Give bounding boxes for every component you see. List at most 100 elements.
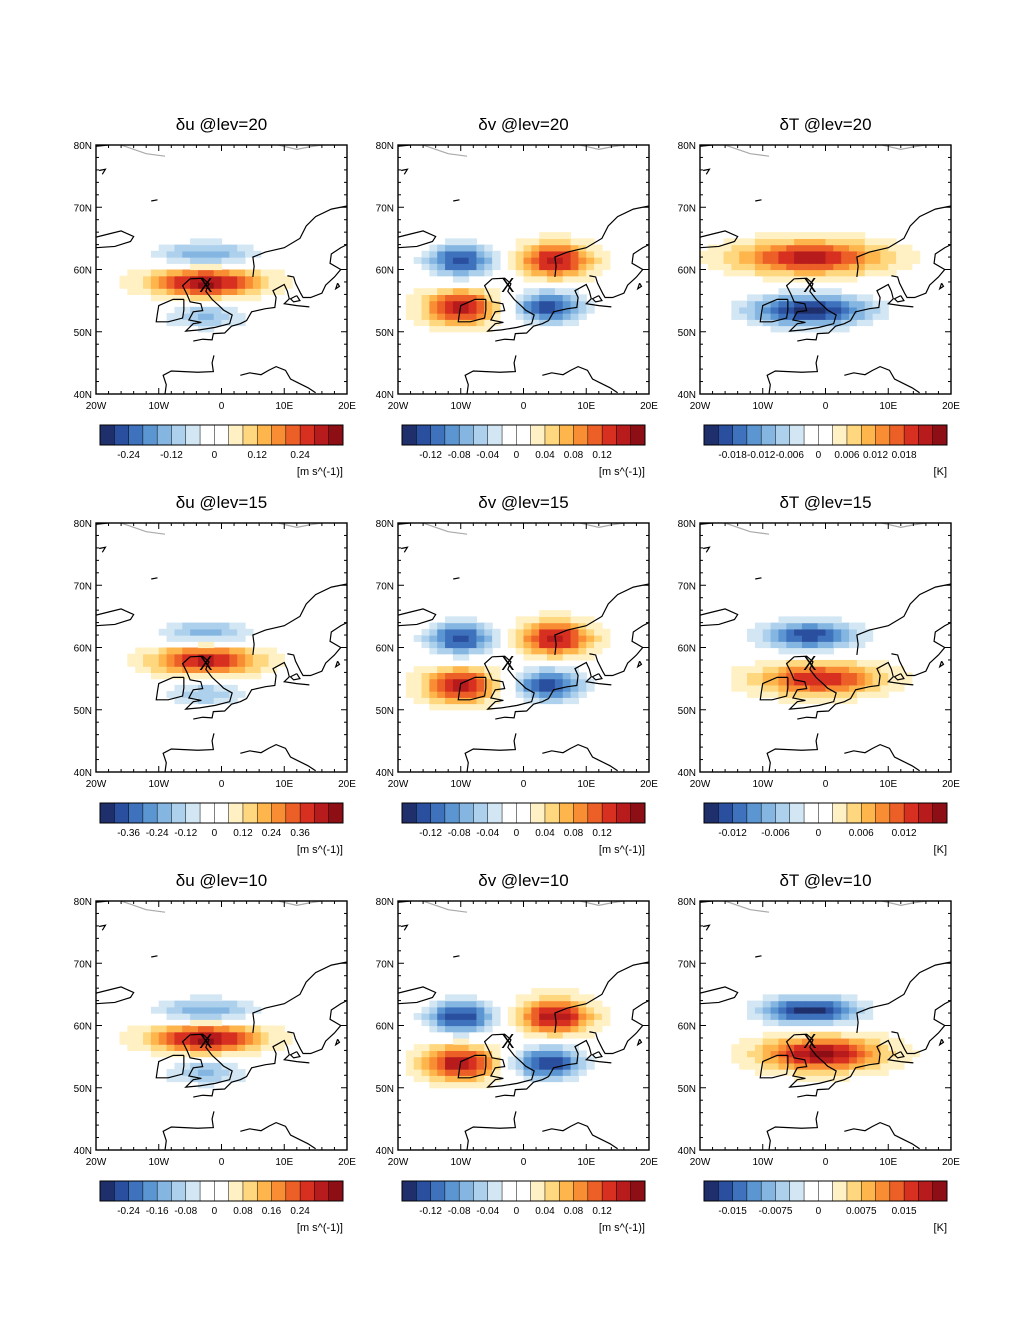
field-cell bbox=[221, 1069, 230, 1076]
field-cell bbox=[190, 1050, 199, 1058]
coastline bbox=[938, 660, 945, 669]
field-cell bbox=[523, 238, 532, 246]
field-cell bbox=[786, 691, 795, 698]
colorbar-bin bbox=[214, 425, 230, 445]
field-cell bbox=[801, 616, 811, 624]
field-cell bbox=[221, 1031, 230, 1039]
coastline bbox=[844, 1121, 920, 1150]
field-cell bbox=[864, 1006, 874, 1014]
field-cell bbox=[229, 1000, 238, 1008]
field-cell bbox=[723, 263, 732, 271]
field-cell bbox=[554, 1044, 564, 1051]
colorbar-bin bbox=[804, 425, 819, 445]
colorbar-label: 0.12 bbox=[592, 450, 612, 461]
field-cell bbox=[245, 275, 254, 283]
field-cell bbox=[833, 1062, 842, 1070]
field-cell bbox=[817, 647, 827, 655]
field-cell bbox=[849, 1037, 858, 1045]
field-cell bbox=[594, 1019, 603, 1027]
field-cell bbox=[237, 1037, 246, 1045]
field-cell bbox=[747, 635, 756, 642]
field-cell bbox=[770, 325, 780, 333]
field-cell bbox=[213, 1019, 223, 1027]
field-cell bbox=[531, 1013, 540, 1020]
island bbox=[401, 168, 409, 175]
coastline bbox=[155, 298, 185, 323]
island bbox=[703, 546, 711, 553]
field-cell bbox=[174, 653, 183, 661]
colorbar-bin bbox=[128, 1181, 144, 1201]
colorbar-bin bbox=[918, 1181, 934, 1201]
field-cell bbox=[421, 697, 430, 705]
field-cell bbox=[437, 1062, 446, 1070]
colorbar-bin bbox=[157, 1181, 172, 1201]
field-cell bbox=[856, 1037, 866, 1045]
colorbar-label: 0.006 bbox=[834, 450, 859, 461]
field-cell bbox=[739, 313, 748, 320]
field-cell bbox=[445, 269, 454, 277]
lat-tick-label: 40N bbox=[74, 1146, 92, 1157]
field-cell bbox=[166, 281, 176, 289]
field-cell bbox=[856, 1000, 866, 1008]
field-cell bbox=[252, 281, 262, 289]
field-cell bbox=[794, 622, 803, 630]
field-cell bbox=[731, 1050, 740, 1058]
field-cell bbox=[190, 250, 199, 258]
field-cell bbox=[221, 1075, 230, 1083]
field-cell bbox=[197, 1075, 207, 1083]
field-cell bbox=[770, 1031, 780, 1039]
field-cell bbox=[221, 1050, 230, 1058]
field-cell bbox=[531, 635, 540, 642]
panel-title: δv @lev=10 bbox=[478, 871, 569, 890]
field-cell bbox=[213, 263, 223, 271]
field-cell bbox=[492, 288, 501, 295]
field-cell bbox=[601, 635, 611, 642]
colorbar-label: 0 bbox=[816, 450, 822, 461]
field-cell bbox=[460, 1013, 470, 1020]
field-cell bbox=[197, 691, 207, 698]
field-cell bbox=[452, 275, 462, 283]
field-cell bbox=[856, 1013, 866, 1020]
lon-tick-label: 10E bbox=[275, 1157, 293, 1168]
colorbar-bin bbox=[314, 425, 330, 445]
field-cell bbox=[213, 1075, 223, 1083]
colorbar-bin bbox=[904, 1181, 919, 1201]
colorbar-bin bbox=[285, 1181, 301, 1201]
colorbar-label: -0.24 bbox=[117, 1206, 140, 1217]
colorbar-bin bbox=[746, 425, 762, 445]
field-cell bbox=[739, 1062, 748, 1070]
field-cell bbox=[880, 1056, 889, 1064]
field-cell bbox=[476, 641, 485, 649]
field-cell bbox=[437, 269, 446, 277]
field-cell bbox=[778, 647, 787, 655]
field-cell bbox=[197, 641, 207, 649]
field-cell bbox=[492, 666, 501, 673]
field-cell bbox=[484, 647, 493, 655]
field-cell bbox=[182, 1044, 191, 1051]
coastline bbox=[766, 355, 819, 394]
colorbar-bin bbox=[402, 803, 417, 823]
field-cell bbox=[437, 641, 446, 649]
field-cell bbox=[825, 684, 834, 692]
field-cell bbox=[229, 1075, 238, 1083]
colorbar-bin bbox=[932, 1181, 948, 1201]
field-cell bbox=[723, 269, 732, 277]
field-cell bbox=[547, 232, 556, 239]
field-cell bbox=[754, 263, 764, 271]
colorbar-label: -0.015 bbox=[718, 1206, 747, 1217]
field-cell bbox=[539, 622, 548, 630]
field-cell bbox=[468, 288, 478, 295]
field-cell bbox=[460, 622, 470, 630]
field-cell bbox=[260, 269, 270, 277]
field-cell bbox=[754, 244, 764, 252]
field-cell bbox=[421, 257, 430, 264]
colorbar-bin bbox=[242, 803, 258, 823]
field-cell bbox=[182, 635, 191, 642]
field-cell bbox=[578, 1069, 587, 1076]
field-cell bbox=[794, 319, 803, 327]
field-cell bbox=[135, 275, 144, 283]
field-cell bbox=[229, 1069, 238, 1076]
field-cell bbox=[570, 1075, 580, 1083]
field-cell bbox=[770, 691, 780, 698]
field-cell bbox=[245, 1037, 254, 1045]
